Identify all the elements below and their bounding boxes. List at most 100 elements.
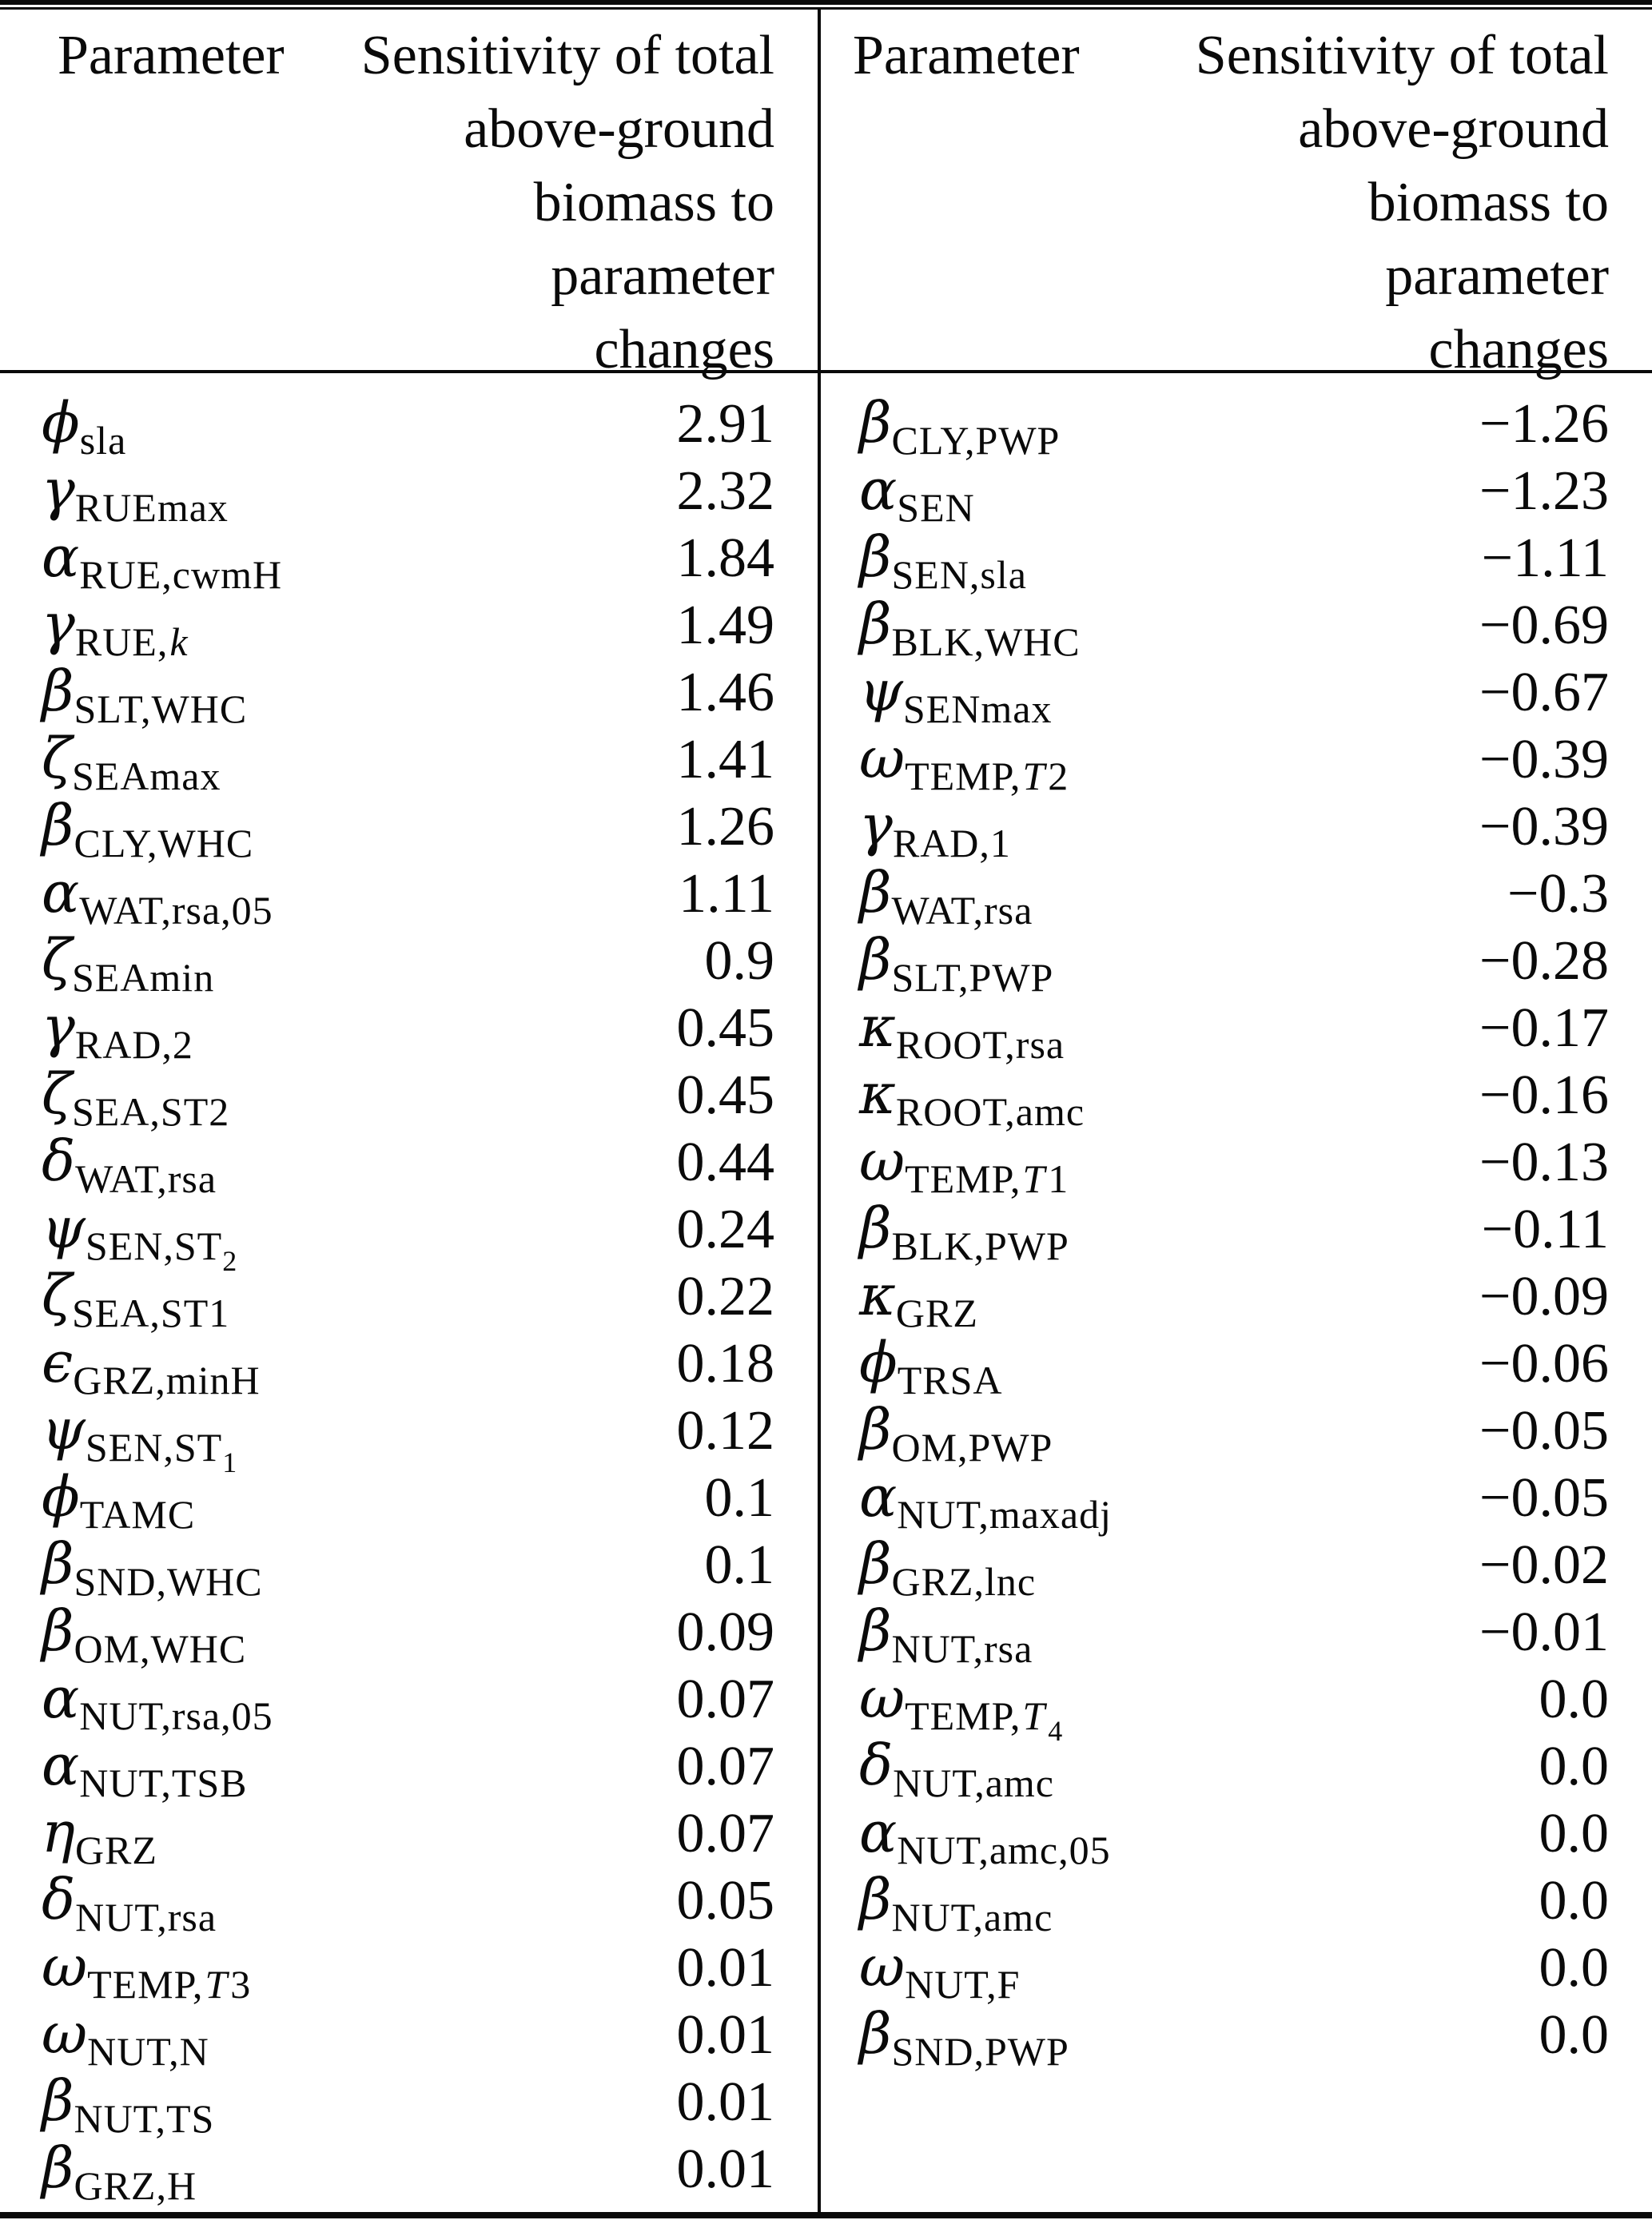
table-row: ωTEMP,T1 −0.13 bbox=[821, 1128, 1652, 1201]
sensitivity-value: 2.91 bbox=[676, 393, 775, 455]
parameter-name: ωTEMP,T4 bbox=[859, 1665, 1063, 1747]
table-header-left: Parameter Sensitivity of total above-gro… bbox=[0, 0, 818, 380]
sensitivity-value: 0.0 bbox=[1539, 1736, 1610, 1797]
sensitivity-value: −0.05 bbox=[1479, 1400, 1609, 1462]
sensitivity-value: 0.01 bbox=[676, 2138, 775, 2200]
table-row: βNUT,TS 0.01 bbox=[0, 2068, 818, 2141]
parameter-name: γRUE,k bbox=[42, 591, 189, 664]
table-body-right: βCLY,PWP −1.26 αSEN −1.23 βSEN,sla −1.11 βBLK,… bbox=[821, 390, 1652, 2071]
table-row: ωNUT,N 0.01 bbox=[0, 2002, 818, 2071]
parameter-name: ωTEMP,T1 bbox=[859, 1128, 1069, 1201]
table-row: ψSENmax −0.67 bbox=[821, 659, 1652, 729]
table-row: ψSEN,ST1 0.12 bbox=[0, 1397, 818, 1478]
table-row: βCLY,WHC 1.26 bbox=[0, 793, 818, 865]
parameter-name: βBLK,WHC bbox=[859, 591, 1081, 664]
parameter-name: κGRZ bbox=[859, 1263, 978, 1335]
table-row: ϵGRZ,minH 0.18 bbox=[0, 1331, 818, 1400]
table-row: ηGRZ 0.07 bbox=[0, 1800, 818, 1872]
table-row: ωTEMP,T2 −0.39 bbox=[821, 726, 1652, 796]
parameter-name: αNUT,TSB bbox=[42, 1733, 248, 1805]
table-row: βBLK,PWP −0.11 bbox=[821, 1196, 1652, 1266]
table-row: αNUT,TSB 0.07 bbox=[0, 1733, 818, 1805]
sensitivity-value: 0.44 bbox=[676, 1132, 775, 1193]
column-header-sensitivity: Sensitivity of total above-ground biomas… bbox=[1195, 25, 1609, 380]
table-row: ϕsla 2.91 bbox=[0, 391, 818, 460]
sensitivity-value: 0.07 bbox=[676, 1669, 775, 1730]
parameter-name: γRAD,1 bbox=[859, 793, 1011, 865]
sensitivity-value: −0.09 bbox=[1479, 1266, 1609, 1327]
sensitivity-value: 0.1 bbox=[704, 1467, 775, 1529]
sensitivity-value: 0.9 bbox=[704, 930, 775, 992]
sensitivity-value: −1.11 bbox=[1481, 527, 1609, 589]
sensitivity-value: 0.12 bbox=[676, 1400, 775, 1462]
parameter-name: κROOT,amc bbox=[859, 1061, 1085, 1134]
column-divider bbox=[818, 10, 821, 2212]
table-row: ϕTAMC 0.1 bbox=[0, 1465, 818, 1534]
parameter-name: βCLY,WHC bbox=[42, 793, 254, 865]
header-rule bbox=[0, 370, 1652, 373]
parameter-name: βNUT,amc bbox=[859, 1867, 1053, 1940]
parameter-name: βSLT,PWP bbox=[859, 927, 1054, 1000]
table-header-right: Parameter Sensitivity of total above-gro… bbox=[821, 0, 1652, 380]
parameter-name: γRAD,2 bbox=[42, 994, 193, 1067]
sensitivity-value: 0.0 bbox=[1539, 1937, 1610, 1999]
sensitivity-value: −0.39 bbox=[1479, 796, 1609, 857]
parameter-name: ϕTRSA bbox=[859, 1330, 1003, 1402]
sensitivity-value: 0.24 bbox=[676, 1199, 775, 1260]
table-row: ζSEAmax 1.41 bbox=[0, 726, 818, 798]
table-row: γRUE,k 1.49 bbox=[0, 591, 818, 664]
table-row: κROOT,amc −0.16 bbox=[821, 1061, 1652, 1134]
sensitivity-value: 0.18 bbox=[676, 1333, 775, 1394]
parameter-name: βNUT,TS bbox=[42, 2068, 215, 2141]
sensitivity-value: 0.07 bbox=[676, 1736, 775, 1797]
table-row: ζSEA,ST1 0.22 bbox=[0, 1263, 818, 1333]
parameter-name: αWAT,rsa,05 bbox=[42, 860, 273, 933]
sensitivity-value: 0.45 bbox=[676, 1064, 775, 1126]
sensitivity-value: 0.01 bbox=[676, 2071, 775, 2133]
table-row: γRUEmax 2.32 bbox=[0, 458, 818, 527]
top-rule-thick bbox=[0, 0, 1652, 5]
parameter-name: αRUE,cwmH bbox=[42, 524, 283, 597]
sensitivity-value: −0.13 bbox=[1479, 1132, 1609, 1193]
sensitivity-value: −0.39 bbox=[1479, 729, 1609, 790]
table-row: ζSEA,ST2 0.45 bbox=[0, 1061, 818, 1134]
sensitivity-value: −0.69 bbox=[1479, 595, 1609, 656]
parameter-name: ψSEN,ST2 bbox=[42, 1196, 237, 1277]
table-row: βSEN,sla −1.11 bbox=[821, 524, 1652, 597]
table-left-half: Parameter Sensitivity of total above-gro… bbox=[0, 0, 818, 2224]
parameter-name: ηGRZ bbox=[42, 1800, 157, 1872]
sensitivity-value: 0.09 bbox=[676, 1601, 775, 1663]
sensitivity-value: 0.45 bbox=[676, 997, 775, 1059]
table-row: βSND,WHC 0.1 bbox=[0, 1532, 818, 1601]
sensitivity-value: −0.06 bbox=[1479, 1333, 1609, 1394]
table-row: κROOT,rsa −0.17 bbox=[821, 995, 1652, 1064]
parameter-name: βCLY,PWP bbox=[859, 390, 1061, 463]
parameter-name: αNUT,maxadj bbox=[859, 1464, 1112, 1537]
parameter-name: ζSEA,ST2 bbox=[42, 1061, 230, 1134]
sensitivity-value: 1.11 bbox=[679, 863, 774, 925]
table-row: βWAT,rsa −0.3 bbox=[821, 861, 1652, 930]
parameter-name: βSLT,WHC bbox=[42, 658, 248, 731]
sensitivity-value: 0.0 bbox=[1539, 2004, 1610, 2066]
table-row: βBLK,WHC −0.69 bbox=[821, 591, 1652, 664]
table-row: δWAT,rsa 0.44 bbox=[0, 1128, 818, 1201]
table-row: ωTEMP,T3 0.01 bbox=[0, 1934, 818, 2007]
parameter-name: βOM,WHC bbox=[42, 1598, 247, 1671]
parameter-name: ωTEMP,T3 bbox=[42, 1934, 252, 2007]
table-row: ψSEN,ST2 0.24 bbox=[0, 1196, 818, 1277]
parameter-name: βSEN,sla bbox=[859, 524, 1027, 597]
sensitivity-value: 0.01 bbox=[676, 1937, 775, 1999]
table-row: βOM,WHC 0.09 bbox=[0, 1598, 818, 1671]
sensitivity-value: 0.1 bbox=[704, 1534, 775, 1596]
table-row: ϕTRSA −0.06 bbox=[821, 1330, 1652, 1402]
table-row: κGRZ −0.09 bbox=[821, 1263, 1652, 1335]
bottom-rule bbox=[0, 2212, 1652, 2218]
table-body-left: ϕsla 2.91 γRUEmax 2.32 αRUE,cwmH 1.84 γRUE,k 1.… bbox=[0, 391, 818, 2206]
parameter-name: δWAT,rsa bbox=[42, 1128, 217, 1201]
table-row: γRAD,2 0.45 bbox=[0, 994, 818, 1067]
parameter-name: αNUT,amc,05 bbox=[859, 1800, 1111, 1872]
parameter-name: ψSEN,ST1 bbox=[42, 1397, 237, 1478]
parameter-name: ζSEAmax bbox=[42, 726, 221, 798]
sensitivity-value: 1.41 bbox=[676, 729, 775, 790]
